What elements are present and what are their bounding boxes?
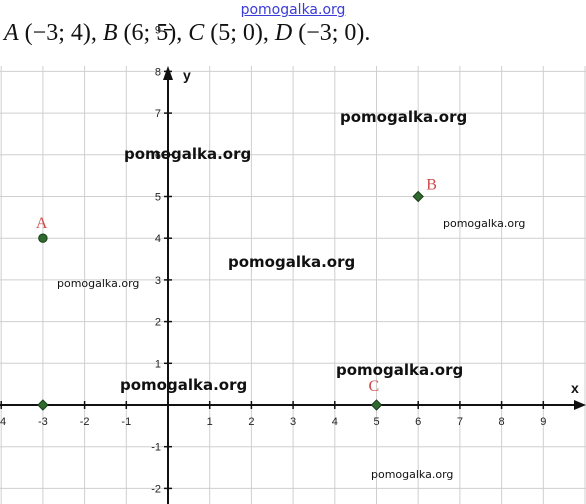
watermark-text: pomogalka.org — [340, 108, 467, 126]
y-tick-label: 5 — [155, 192, 161, 204]
watermark-text: pomogalka.org — [371, 468, 453, 481]
y-tick-label: 3 — [155, 275, 161, 287]
watermark-text: pomogalka.org — [120, 376, 247, 394]
y-tick-label: -2 — [151, 483, 161, 495]
x-tick-label: 4 — [332, 416, 338, 428]
point-a-label: A — [36, 215, 48, 232]
point-a-marker — [38, 233, 48, 243]
x-tick-label: 3 — [290, 416, 296, 428]
data-points: A B C — [36, 177, 437, 411]
x-tick-label: 8 — [499, 416, 505, 428]
x-tick-label: 9 — [540, 416, 546, 428]
point-c-label: C — [369, 378, 380, 395]
x-tick-label: -2 — [80, 416, 90, 428]
site-header-link[interactable]: pomogalka.org — [240, 2, 346, 18]
point-b-label: B — [426, 177, 437, 194]
y-tick-label: 7 — [155, 108, 161, 120]
y-tick-label: 1 — [155, 358, 161, 370]
x-tick-label: -3 — [38, 416, 48, 428]
point-def-d: D (−3; 0) — [274, 20, 365, 46]
x-tick-label: -4 — [0, 416, 6, 428]
y-tick-label: 9 — [155, 25, 161, 37]
y-tick-label: 8 — [155, 66, 161, 78]
y-tick-label: 2 — [155, 317, 161, 329]
y-tick-label: 6 — [155, 150, 161, 162]
x-tick-label: 1 — [207, 416, 213, 428]
y-axis-label: y — [183, 67, 191, 83]
watermark-text: pomogalka.org — [443, 217, 525, 230]
point-def-b: B (6; 5) — [102, 20, 177, 46]
watermark-text: pomogalka.org — [228, 253, 355, 271]
watermark-text: pomogalka.org — [57, 277, 139, 290]
point-b-marker — [412, 190, 424, 203]
watermark-text: pomogalka.org — [336, 361, 463, 379]
x-tick-label: -1 — [121, 416, 131, 428]
x-tick-label: 2 — [248, 416, 254, 428]
point-def-c: C (5; 0) — [188, 20, 263, 46]
point-c-marker — [370, 399, 383, 411]
problem-statement: A (−3; 4), B (6; 5), C (5; 0), D (−3; 0)… — [4, 20, 371, 46]
point-d-marker — [37, 399, 49, 411]
y-axis-arrow — [163, 66, 173, 80]
x-tick-label: 7 — [457, 416, 463, 428]
x-tick-label: 6 — [415, 416, 421, 428]
x-axis-arrow — [574, 400, 586, 410]
y-tick-label: -1 — [151, 442, 161, 454]
x-tick-label: 5 — [373, 416, 379, 428]
x-axis-label: x — [571, 380, 579, 396]
point-def-a: A (−3; 4) — [4, 20, 91, 46]
y-tick-label: 4 — [155, 233, 161, 245]
tick-labels: -4 -3 -2 -1 1 2 3 4 5 6 7 8 9 -2 -1 1 2 3 4 5 6 7 8 9 — [0, 25, 546, 496]
watermarks: pomogalka.org pomogalka.org pomogalka.org p… — [57, 108, 525, 481]
watermark-text: pomogalka.org — [124, 145, 251, 163]
